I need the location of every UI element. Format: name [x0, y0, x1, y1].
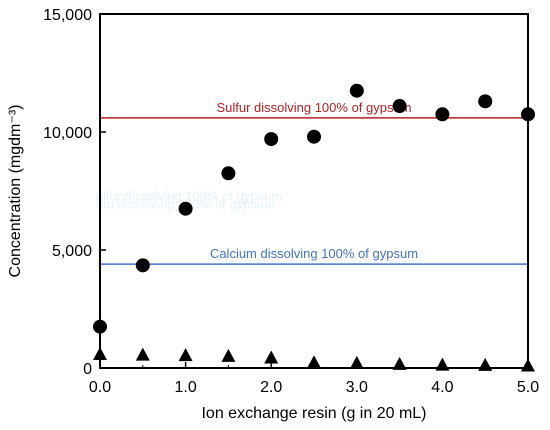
x-axis-title: Ion exchange resin (g in 20 mL) [201, 405, 426, 422]
circle-point-1 [135, 258, 150, 273]
circle-point-5 [307, 129, 321, 144]
data-marks-layer [93, 83, 535, 372]
circle-point-4 [264, 132, 279, 147]
y-tick-label-3: 15,000 [43, 7, 92, 24]
x-tick-label-1: 1.0 [174, 379, 196, 396]
reference-label-0: Sulfur dissolving 100% of gypsum [216, 100, 411, 115]
reference-line-layer: Sulfur dissolving 100% of gypsum Calcium … [100, 100, 528, 265]
circle-point-7 [392, 99, 407, 114]
y-tick-label-0: 0 [83, 361, 92, 378]
circle-point-6 [349, 83, 364, 98]
ghost-label-0: ulfur dissolving 100% of gypsum [96, 188, 282, 203]
y-tick-label-2: 10,000 [43, 125, 92, 142]
triangle-point-4 [264, 350, 279, 364]
x-tick-label-3: 3.0 [346, 379, 368, 396]
triangle-point-1 [135, 347, 150, 361]
triangle-point-2 [178, 348, 193, 362]
x-tick-label-5: 5.0 [517, 379, 539, 396]
circle-point-3 [221, 166, 236, 181]
circle-point-8 [435, 107, 450, 122]
reference-label-1: Calcium dissolving 100% of gypsum [210, 246, 418, 261]
x-tick-label-4: 4.0 [431, 379, 453, 396]
triangle-point-7 [392, 356, 407, 370]
triangle-point-3 [221, 348, 236, 362]
x-tick-label-2: 2.0 [260, 379, 282, 396]
y-tick-label-1: 5,000 [52, 243, 92, 260]
triangle-point-5 [307, 355, 321, 369]
circle-point-9 [478, 94, 493, 109]
x-tick-label-0: 0.0 [89, 379, 111, 396]
axes-layer: 0.0 1.0 2.0 3.0 4.0 5.0 0 5,000 10,000 15,000 [43, 7, 539, 396]
y-axis-title: Concentration (mgdm⁻³) [7, 105, 24, 278]
circle-point-2 [178, 201, 193, 216]
